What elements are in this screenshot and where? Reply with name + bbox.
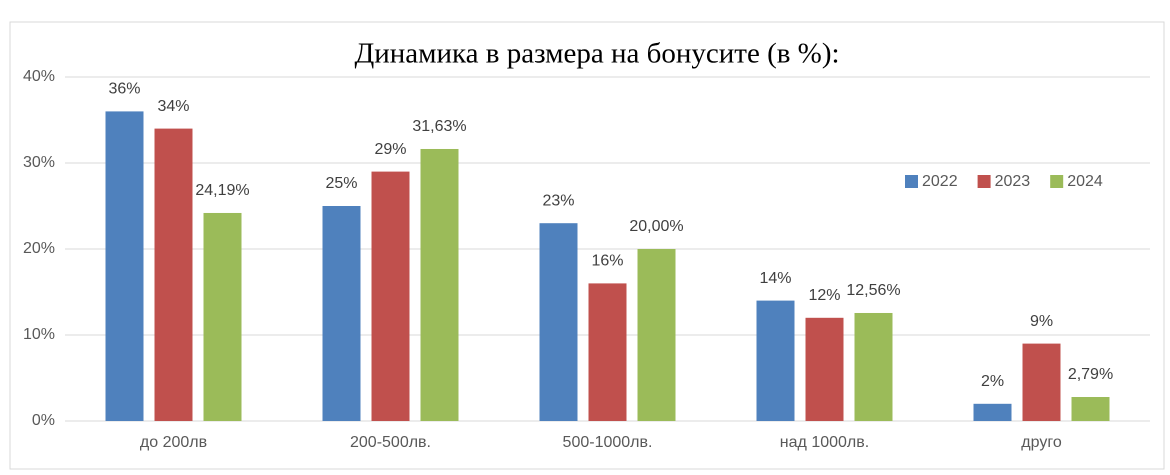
chart-frame xyxy=(9,21,1165,470)
chart-title: Динамика в размера на бонусите (в %): xyxy=(354,38,839,70)
value-label: 25% xyxy=(325,175,357,192)
value-label: 16% xyxy=(591,253,623,270)
value-label: 20,00% xyxy=(629,218,683,235)
value-label: 36% xyxy=(108,81,140,98)
value-label: 14% xyxy=(759,270,791,287)
x-tick-label: до 200лв xyxy=(140,434,207,451)
y-tick-label: 40% xyxy=(23,68,55,85)
value-label: 34% xyxy=(157,98,189,115)
legend-label: 2024 xyxy=(1067,173,1103,190)
bar xyxy=(854,312,893,421)
y-tick-label: 10% xyxy=(23,326,55,343)
bar xyxy=(1022,343,1061,421)
legend-label: 2022 xyxy=(922,173,958,190)
legend-swatch xyxy=(1050,175,1064,188)
value-label: 23% xyxy=(542,192,574,209)
value-label: 31,63% xyxy=(412,118,466,135)
x-tick-label: 200-500лв. xyxy=(350,434,431,451)
value-label: 2,79% xyxy=(1068,366,1113,383)
bar xyxy=(154,128,193,421)
y-tick-label: 30% xyxy=(23,154,55,171)
bar xyxy=(637,249,676,421)
value-label: 24,19% xyxy=(195,182,249,199)
bar xyxy=(805,317,844,421)
bar xyxy=(203,212,242,421)
legend-swatch xyxy=(977,175,991,188)
bar xyxy=(539,223,578,421)
bar xyxy=(420,148,459,421)
value-label: 2% xyxy=(981,373,1004,390)
legend-label: 2023 xyxy=(995,173,1031,190)
value-label: 9% xyxy=(1030,313,1053,330)
value-label: 12% xyxy=(808,287,840,304)
value-label: 12,56% xyxy=(846,282,900,299)
y-tick-label: 0% xyxy=(32,412,55,429)
bar xyxy=(322,206,361,421)
legend-swatch xyxy=(905,175,918,188)
bar xyxy=(1071,397,1110,421)
bar xyxy=(105,111,144,422)
y-tick-label: 20% xyxy=(23,240,55,257)
x-tick-label: друго xyxy=(1021,434,1062,451)
bar xyxy=(973,403,1012,421)
bar xyxy=(371,171,410,421)
x-tick-label: 500-1000лв. xyxy=(563,434,653,451)
x-tick-label: над 1000лв. xyxy=(780,434,869,451)
value-label: 29% xyxy=(374,141,406,158)
bar xyxy=(588,283,627,421)
bar xyxy=(756,300,795,421)
